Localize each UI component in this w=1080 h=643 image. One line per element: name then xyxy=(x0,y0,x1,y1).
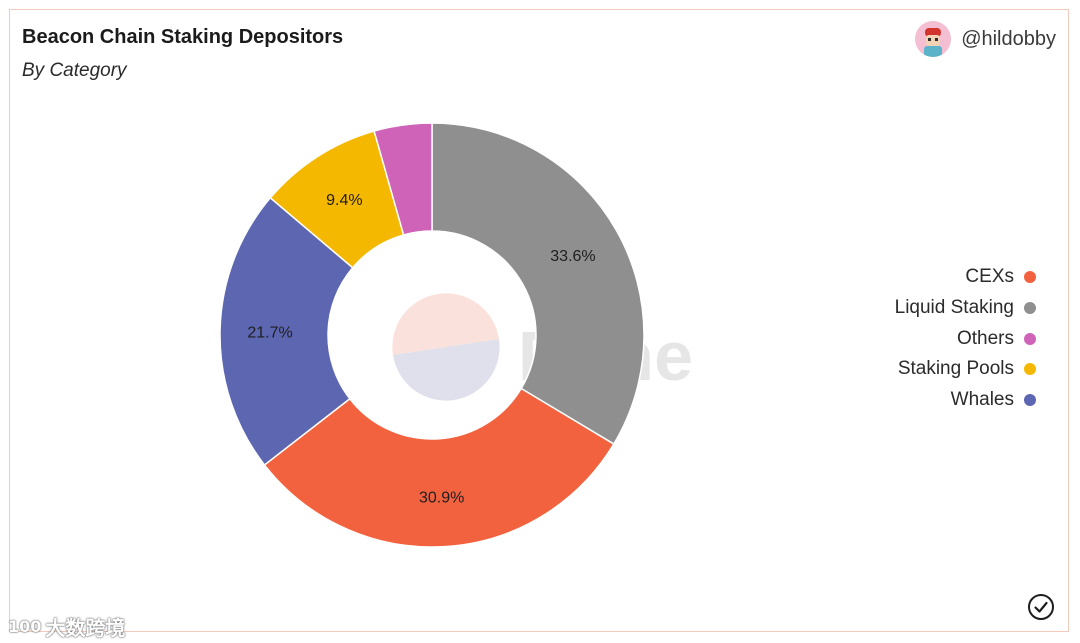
donut-slice-others[interactable] xyxy=(373,122,433,236)
overlay-watermark: 100 大数跨境 xyxy=(8,612,125,641)
donut-labels: 33.6% 30.9% 21.7% 9.4% xyxy=(247,192,595,507)
donut-chart: Dune 33.6%30.9%21.7%9.4% xyxy=(219,122,693,548)
author-name[interactable]: @hildobby xyxy=(961,27,1056,50)
legend-label: Staking Pools xyxy=(897,358,1014,380)
chart-subtitle: By Category xyxy=(22,60,127,81)
avatar[interactable] xyxy=(915,21,952,57)
legend-item-liquid-staking[interactable]: Liquid Staking xyxy=(895,293,1036,324)
donut-slice-liquid-staking[interactable] xyxy=(431,122,645,446)
overlay-watermark-logo: 100 xyxy=(8,617,42,636)
slice-label-staking-pools: 9.4% xyxy=(326,192,362,209)
legend-item-cexs[interactable]: CEXs xyxy=(965,262,1036,293)
chart-title: Beacon Chain Staking Depositors xyxy=(22,26,344,48)
donut-slice-whales[interactable] xyxy=(219,196,354,466)
legend-item-staking-pools[interactable]: Staking Pools xyxy=(898,354,1036,385)
legend-item-others[interactable]: Others xyxy=(957,323,1036,354)
legend-label: CEXs xyxy=(965,266,1014,288)
donut-slices xyxy=(219,122,645,548)
chart-card: Beacon Chain Staking Depositors By Categ… xyxy=(9,9,1069,632)
chart-legend: CEXs Liquid Staking Others Staking Pools Wha… xyxy=(895,262,1036,415)
legend-swatch xyxy=(1024,394,1036,407)
legend-swatch xyxy=(1024,332,1036,345)
slice-label-cexs: 30.9% xyxy=(419,490,464,507)
check-circle-icon[interactable] xyxy=(1027,593,1055,621)
legend-swatch xyxy=(1024,363,1036,376)
slice-label-whales: 21.7% xyxy=(247,324,292,341)
legend-label: Liquid Staking xyxy=(894,297,1014,319)
legend-label: Whales xyxy=(950,389,1014,411)
slice-label-liquid-staking: 33.6% xyxy=(550,248,595,265)
author-badge[interactable]: @hildobby xyxy=(915,21,1056,57)
legend-item-whales[interactable]: Whales xyxy=(951,385,1036,416)
legend-swatch xyxy=(1024,302,1036,315)
overlay-watermark-text: 大数跨境 xyxy=(45,618,126,640)
dune-emblem-top xyxy=(392,293,499,355)
donut-slice-cexs[interactable] xyxy=(263,387,615,548)
legend-swatch xyxy=(1024,271,1036,284)
legend-label: Others xyxy=(956,327,1014,349)
dune-emblem-bottom xyxy=(393,339,500,401)
